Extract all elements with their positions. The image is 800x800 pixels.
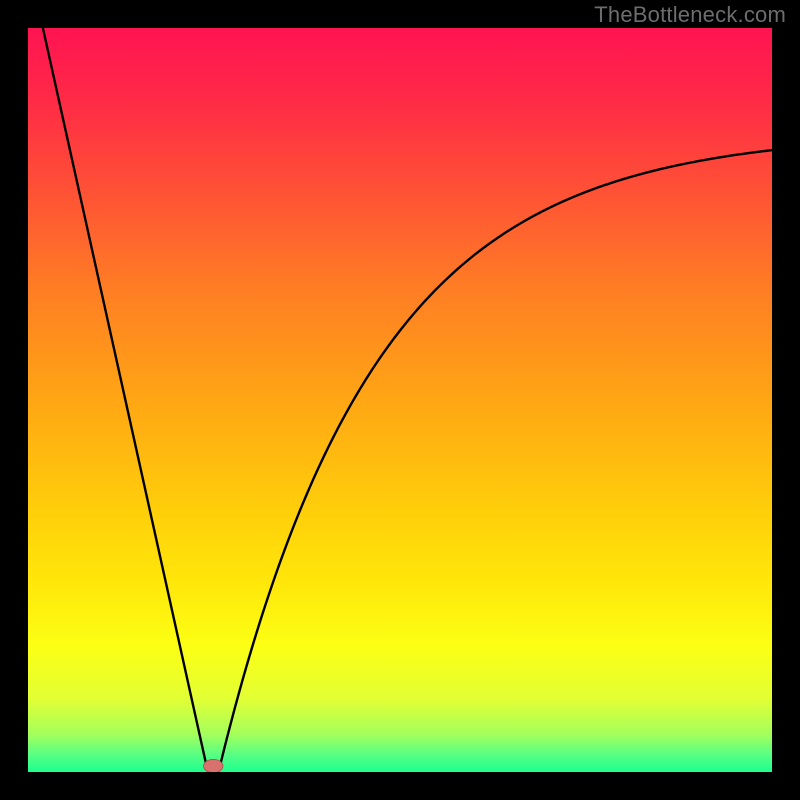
optimal-point-marker	[204, 759, 223, 772]
chart-plot-area	[28, 28, 772, 772]
chart-background	[28, 28, 772, 772]
chart-svg	[28, 28, 772, 772]
watermark-text: TheBottleneck.com	[594, 2, 786, 28]
